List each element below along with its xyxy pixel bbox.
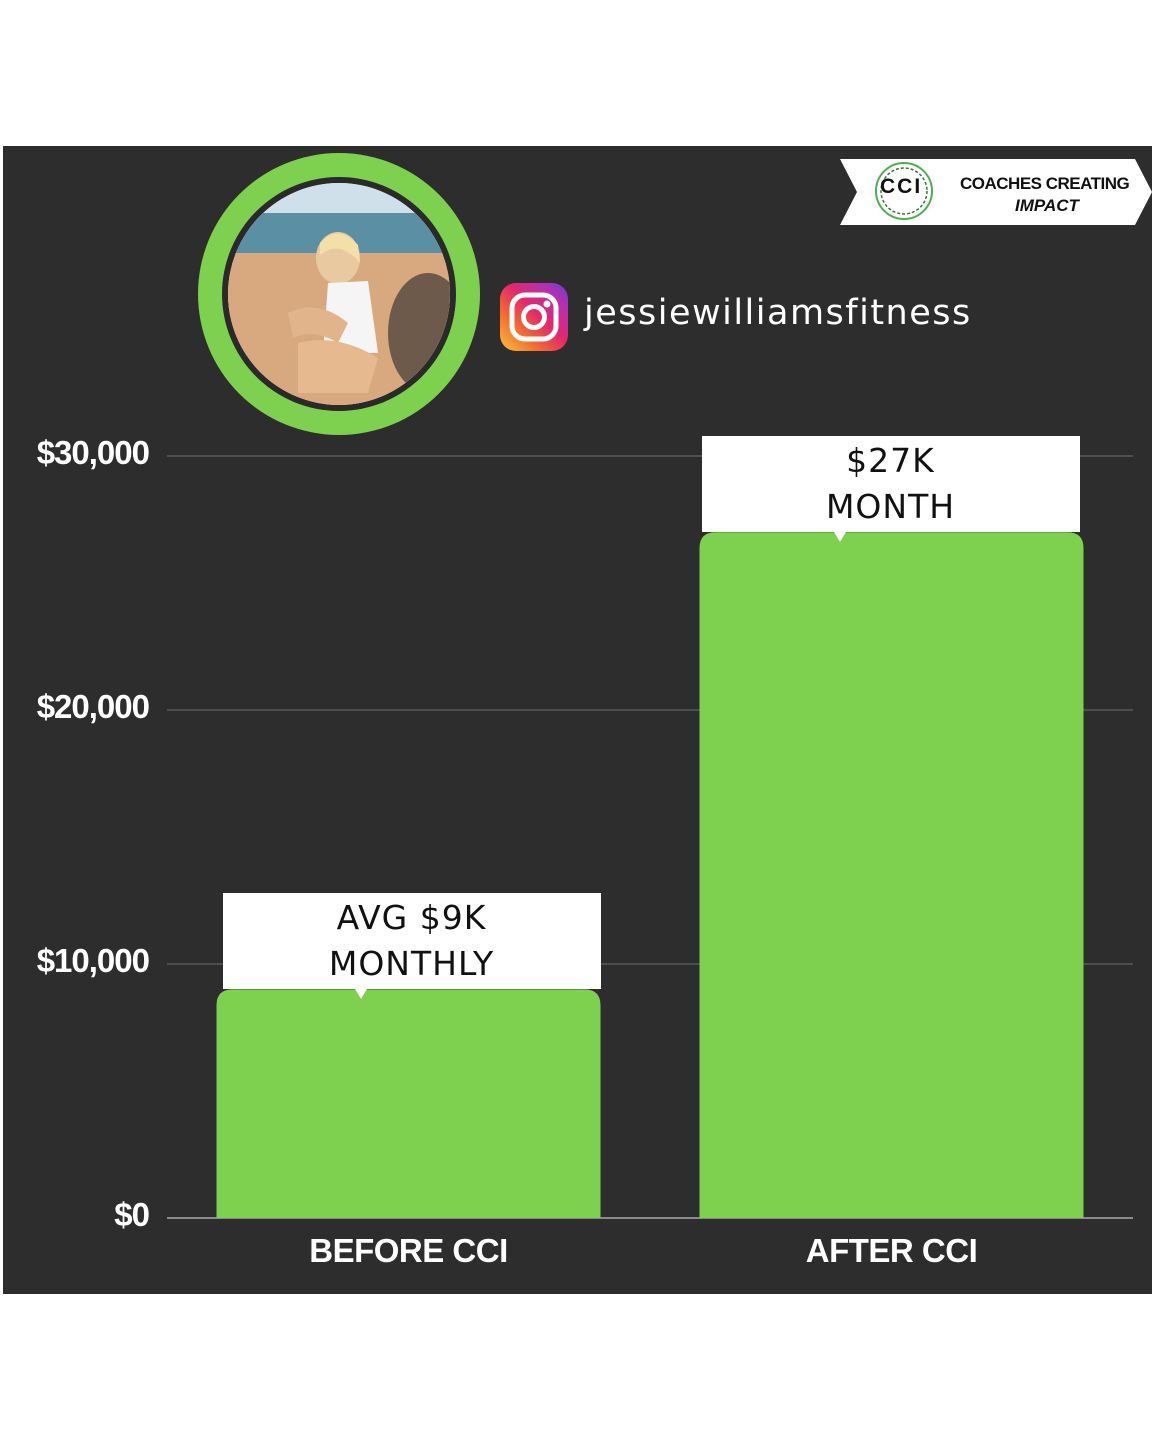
brand-badge <box>840 159 1152 225</box>
data-label-pointer <box>833 532 846 543</box>
y-tick-label: $10,000 <box>36 942 150 979</box>
y-tick-label: $30,000 <box>36 434 150 471</box>
bar-chart <box>167 455 1133 1219</box>
avatar <box>198 153 480 435</box>
data-label: $27K MONTH <box>701 436 1080 543</box>
brand-name-line2: IMPACT <box>1015 196 1079 215</box>
data-label: AVG $9K MONTHLY <box>222 893 601 1000</box>
chart-panel: $0 $10,000 $20,000 $30,000 BEFORE CCI AFTER … <box>3 146 1152 1294</box>
y-tick-label: $0 <box>114 1196 150 1233</box>
x-category-label: AFTER CCI <box>805 1232 978 1269</box>
bar <box>699 532 1084 1218</box>
brand-name-line1: COACHES CREATING <box>960 174 1130 193</box>
data-label-line2: MONTHLY <box>328 944 495 984</box>
data-label-pointer <box>354 989 367 1000</box>
data-label-line2: MONTH <box>825 487 956 527</box>
profile-photo-image <box>228 183 450 405</box>
data-label-line1: $27K <box>846 441 935 481</box>
handle-text: jessiewilliamsfitness <box>584 293 972 333</box>
y-tick-label: $20,000 <box>36 688 150 725</box>
avatar-frame <box>222 177 456 411</box>
bar <box>216 989 601 1218</box>
data-label-line1: AVG $9K <box>336 898 487 938</box>
instagram-icon <box>500 283 568 351</box>
brand-logo-mark: CCI <box>880 175 923 198</box>
profile-photo <box>228 183 450 405</box>
x-category-label: BEFORE CCI <box>309 1232 508 1269</box>
